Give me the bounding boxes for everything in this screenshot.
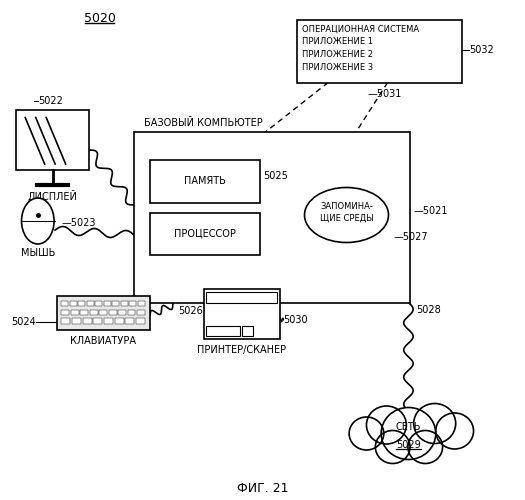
Text: КЛАВИАТУРА: КЛАВИАТУРА: [70, 336, 136, 346]
Text: —5023: —5023: [62, 218, 97, 228]
Text: 5028: 5028: [416, 305, 441, 315]
FancyBboxPatch shape: [150, 212, 260, 255]
Text: ПРОЦЕССОР: ПРОЦЕССОР: [174, 229, 236, 239]
FancyBboxPatch shape: [118, 310, 126, 315]
FancyBboxPatch shape: [70, 300, 77, 306]
Circle shape: [436, 413, 474, 449]
Text: ФИГ. 21: ФИГ. 21: [237, 482, 288, 496]
FancyBboxPatch shape: [112, 300, 119, 306]
Circle shape: [408, 430, 443, 464]
FancyBboxPatch shape: [297, 20, 462, 82]
FancyBboxPatch shape: [138, 300, 145, 306]
Text: —5031: —5031: [368, 89, 402, 99]
Circle shape: [381, 408, 436, 460]
Text: СЕТЬ: СЕТЬ: [396, 422, 421, 432]
Text: ПАМЯТЬ: ПАМЯТЬ: [184, 176, 226, 186]
FancyBboxPatch shape: [109, 310, 117, 315]
Text: 5030: 5030: [284, 315, 308, 325]
Text: ПРИНТЕР/СКАНЕР: ПРИНТЕР/СКАНЕР: [197, 345, 286, 355]
FancyBboxPatch shape: [150, 160, 260, 202]
Ellipse shape: [22, 198, 54, 244]
FancyBboxPatch shape: [204, 289, 280, 339]
FancyBboxPatch shape: [96, 300, 102, 306]
FancyBboxPatch shape: [125, 318, 134, 324]
Text: ДИСПЛЕЙ: ДИСПЛЕЙ: [27, 190, 78, 202]
FancyBboxPatch shape: [71, 310, 79, 315]
Text: 5022: 5022: [38, 96, 62, 106]
FancyBboxPatch shape: [206, 326, 240, 336]
FancyBboxPatch shape: [82, 318, 92, 324]
FancyBboxPatch shape: [87, 300, 94, 306]
FancyBboxPatch shape: [93, 318, 102, 324]
FancyBboxPatch shape: [99, 310, 107, 315]
Text: 5029: 5029: [396, 440, 421, 450]
FancyBboxPatch shape: [128, 310, 135, 315]
FancyBboxPatch shape: [134, 132, 410, 302]
FancyBboxPatch shape: [61, 318, 70, 324]
FancyBboxPatch shape: [80, 310, 88, 315]
FancyBboxPatch shape: [136, 318, 145, 324]
FancyBboxPatch shape: [61, 310, 69, 315]
FancyBboxPatch shape: [242, 326, 253, 336]
FancyBboxPatch shape: [137, 310, 145, 315]
Text: 5025: 5025: [264, 171, 288, 181]
Text: 5020: 5020: [84, 12, 116, 25]
Text: БАЗОВЫЙ КОМПЬЮТЕР: БАЗОВЫЙ КОМПЬЮТЕР: [144, 118, 263, 128]
FancyBboxPatch shape: [114, 318, 123, 324]
Text: 5024: 5024: [11, 317, 36, 327]
FancyBboxPatch shape: [57, 296, 150, 330]
Text: ЗАПОМИНА-
ЩИЕ СРЕДЫ: ЗАПОМИНА- ЩИЕ СРЕДЫ: [320, 202, 373, 222]
FancyBboxPatch shape: [121, 300, 128, 306]
Circle shape: [414, 404, 456, 444]
Text: ОПЕРАЦИОННАЯ СИСТЕМА
ПРИЛОЖЕНИЕ 1
ПРИЛОЖЕНИЕ 2
ПРИЛОЖЕНИЕ 3: ОПЕРАЦИОННАЯ СИСТЕМА ПРИЛОЖЕНИЕ 1 ПРИЛОЖ…: [302, 25, 419, 72]
FancyBboxPatch shape: [16, 110, 89, 170]
Circle shape: [366, 406, 406, 444]
FancyBboxPatch shape: [61, 300, 68, 306]
Text: 5026: 5026: [178, 306, 203, 316]
FancyBboxPatch shape: [72, 318, 81, 324]
Text: —5027: —5027: [394, 232, 428, 241]
Ellipse shape: [304, 188, 388, 242]
FancyBboxPatch shape: [78, 300, 86, 306]
Text: 5032: 5032: [469, 45, 493, 55]
FancyBboxPatch shape: [104, 318, 113, 324]
FancyBboxPatch shape: [104, 300, 111, 306]
FancyBboxPatch shape: [206, 292, 277, 303]
Text: МЫШЬ: МЫШЬ: [20, 248, 55, 258]
Circle shape: [375, 430, 410, 464]
FancyBboxPatch shape: [90, 310, 98, 315]
Text: —5021: —5021: [413, 206, 448, 216]
FancyBboxPatch shape: [130, 300, 137, 306]
Circle shape: [349, 417, 384, 450]
